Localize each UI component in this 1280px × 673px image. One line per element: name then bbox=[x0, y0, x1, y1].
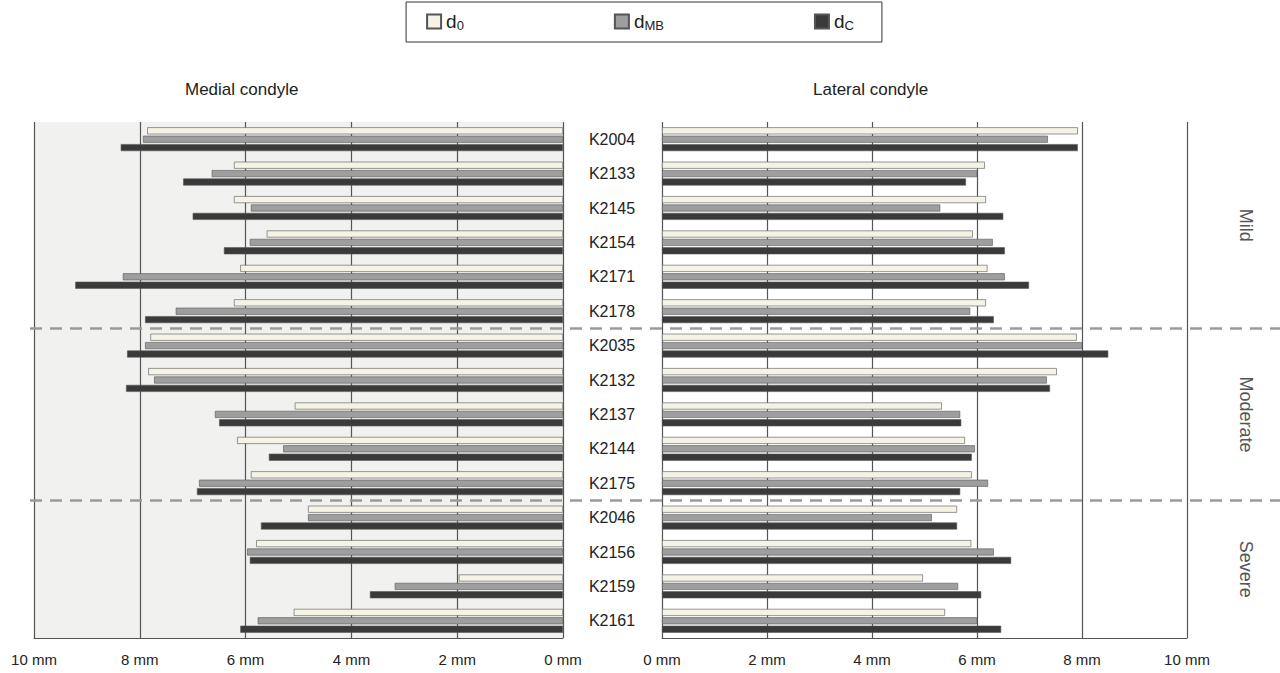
svg-text:4 mm: 4 mm bbox=[333, 651, 371, 668]
svg-text:K2156: K2156 bbox=[589, 544, 635, 561]
svg-text:K2161: K2161 bbox=[589, 612, 635, 629]
svg-text:Lateral condyle: Lateral condyle bbox=[813, 80, 928, 99]
svg-text:K2159: K2159 bbox=[589, 578, 635, 595]
svg-text:K2133: K2133 bbox=[589, 165, 635, 182]
svg-text:K2046: K2046 bbox=[589, 509, 635, 526]
svg-text:d: d bbox=[634, 11, 645, 32]
svg-text:4 mm: 4 mm bbox=[853, 651, 891, 668]
svg-text:2 mm: 2 mm bbox=[438, 651, 476, 668]
svg-text:Mild: Mild bbox=[1236, 209, 1256, 242]
svg-text:C: C bbox=[845, 18, 854, 33]
svg-text:K2004: K2004 bbox=[589, 131, 635, 148]
svg-text:Medial condyle: Medial condyle bbox=[185, 80, 298, 99]
svg-text:Moderate: Moderate bbox=[1236, 376, 1256, 452]
svg-text:10 mm: 10 mm bbox=[1164, 651, 1210, 668]
svg-text:6 mm: 6 mm bbox=[958, 651, 996, 668]
svg-text:d: d bbox=[446, 11, 457, 32]
svg-text:K2137: K2137 bbox=[589, 406, 635, 423]
svg-text:K2145: K2145 bbox=[589, 200, 635, 217]
svg-text:K2154: K2154 bbox=[589, 234, 635, 251]
svg-text:6 mm: 6 mm bbox=[227, 651, 265, 668]
svg-text:d: d bbox=[834, 11, 845, 32]
svg-text:8 mm: 8 mm bbox=[121, 651, 159, 668]
svg-text:2 mm: 2 mm bbox=[748, 651, 786, 668]
svg-text:K2175: K2175 bbox=[589, 475, 635, 492]
svg-text:0 mm: 0 mm bbox=[544, 651, 582, 668]
svg-text:K2035: K2035 bbox=[589, 337, 635, 354]
svg-text:K2171: K2171 bbox=[589, 268, 635, 285]
svg-text:0 mm: 0 mm bbox=[643, 651, 681, 668]
svg-text:K2144: K2144 bbox=[589, 440, 635, 457]
svg-text:8 mm: 8 mm bbox=[1063, 651, 1101, 668]
svg-text:0: 0 bbox=[457, 18, 464, 33]
svg-text:K2132: K2132 bbox=[589, 372, 635, 389]
svg-text:K2178: K2178 bbox=[589, 303, 635, 320]
svg-text:MB: MB bbox=[644, 18, 664, 33]
svg-text:10 mm: 10 mm bbox=[11, 651, 57, 668]
svg-text:Severe: Severe bbox=[1236, 541, 1256, 598]
